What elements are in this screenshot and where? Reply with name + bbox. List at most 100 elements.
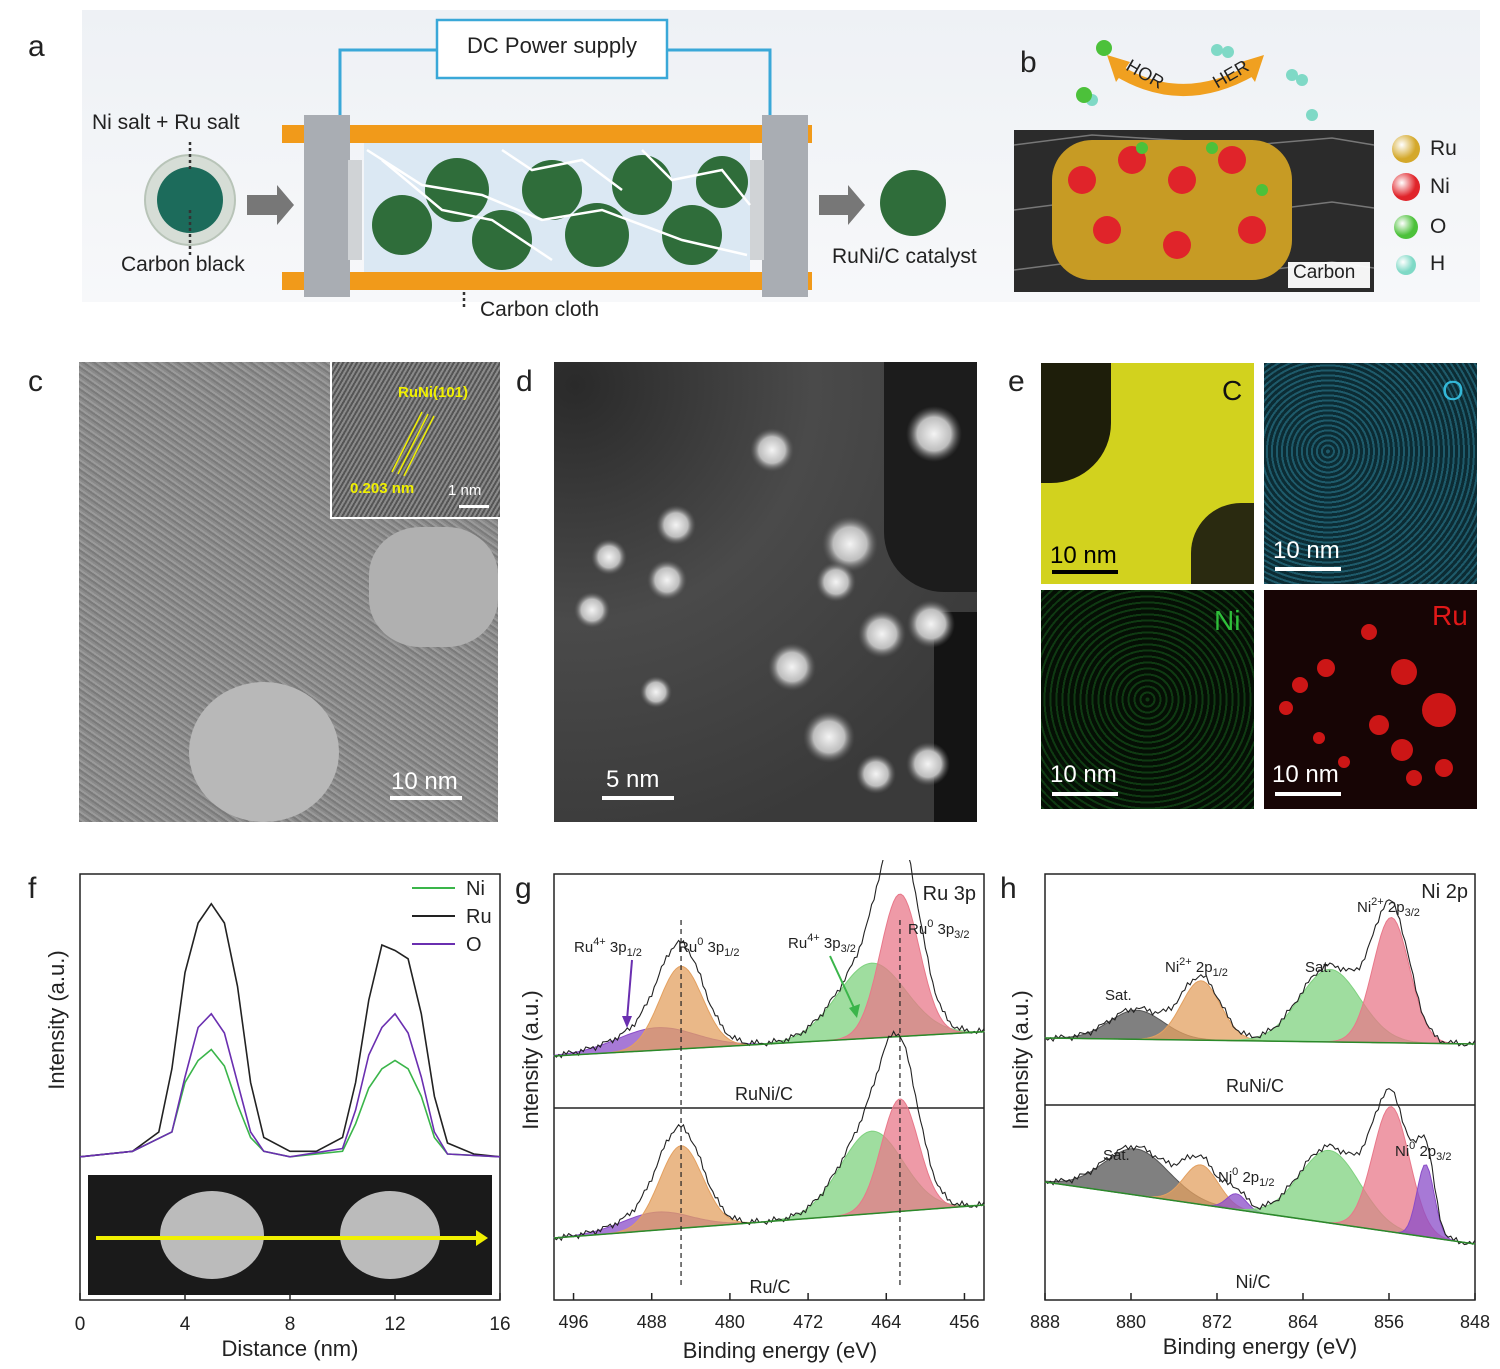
panel-b-model (1013, 40, 1375, 292)
x-tick-label: 864 (1288, 1312, 1318, 1332)
baseline-top (553, 1031, 985, 1057)
eds-ni-element: Ni (1214, 605, 1241, 636)
eds-map-c (1041, 363, 1254, 584)
precursor-label: Ni salt + Ru salt (92, 111, 240, 134)
x-tick-label: 880 (1116, 1312, 1146, 1332)
h-legend-ball (1396, 255, 1416, 275)
eds-ni-scale-label: 10 nm (1050, 761, 1117, 788)
hrtem-image (79, 362, 498, 822)
panel-label-c: c (28, 365, 43, 398)
h-ann-ni2-3half: Ni2+ 2p3/2 (1357, 896, 1420, 919)
x-tick-label: 856 (1374, 1312, 1404, 1332)
eds-map-ru (1264, 590, 1477, 809)
left-frame-inner (348, 160, 362, 260)
chart-h-ylabel: Intensity (a.u.) (1008, 990, 1033, 1129)
g-arrow-green (829, 955, 856, 1011)
power-supply-label: DC Power supply (467, 33, 637, 58)
panel-label-f: f (28, 872, 37, 905)
hor-her-arrow (1113, 64, 1255, 96)
g-arrow-purple (626, 959, 633, 1021)
panel-label-b: b (1020, 46, 1037, 79)
panel-c-scale-label: 10 nm (391, 768, 458, 795)
ru-legend-label: Ru (1430, 137, 1457, 160)
haadf-image (554, 362, 977, 822)
panel-a-schematic (144, 18, 946, 310)
top-plate (282, 125, 812, 143)
panel-label-e: e (1008, 365, 1025, 398)
eds-ru-scale-label: 10 nm (1272, 761, 1339, 788)
h-ann-sat-1: Sat. (1105, 987, 1132, 1004)
x-tick-label: 888 (1030, 1312, 1060, 1332)
h-ann-sat-2: Sat. (1305, 959, 1332, 976)
ru-legend-ball (1392, 135, 1420, 163)
g-ann-ru0-half: Ru0 3p1/2 (678, 936, 739, 959)
panel-label-h: h (1000, 872, 1017, 905)
legend-label-ni: Ni (466, 878, 485, 900)
chart-h-sample-bottom: Ni/C (1236, 1272, 1271, 1292)
eds-c-element: C (1222, 375, 1243, 406)
panel-label-g: g (515, 872, 532, 905)
panel-label-d: d (516, 365, 533, 398)
reactor-particles (372, 155, 748, 270)
legend-label-o: O (466, 934, 482, 956)
baseline-bottom (553, 1204, 985, 1239)
h-ann-ni2-half: Ni2+ 2p1/2 (1165, 956, 1228, 979)
chart-g-frame (553, 873, 985, 1301)
sparks (366, 148, 751, 262)
inset-scale-label: 1 nm (448, 482, 482, 499)
raw-spectrum-bottom (1044, 1087, 1476, 1246)
x-tick-label: 8 (285, 1314, 296, 1335)
baseline-top (1044, 1037, 1476, 1045)
eds-o-scale-bar (1275, 567, 1341, 571)
eds-o-element: O (1442, 375, 1464, 406)
ni-legend-label: Ni (1430, 175, 1450, 198)
support-label: Carbon black (121, 253, 245, 276)
x-tick-label: 496 (559, 1312, 589, 1332)
h-ann-sat-3: Sat. (1103, 1147, 1130, 1164)
carbon-black-core (157, 167, 223, 233)
peak-fit-bottom-3 (553, 1098, 985, 1239)
x-tick-label: 464 (871, 1312, 901, 1332)
x-tick-label: 4 (180, 1314, 191, 1335)
x-tick-label: 16 (489, 1314, 510, 1335)
inset-lattice-label: RuNi(101) (398, 384, 469, 401)
g-ann-ru4-3half: Ru4+ 3p3/2 (788, 932, 856, 955)
electrode-label: Carbon cloth (480, 298, 600, 321)
x-tick-label: 472 (793, 1312, 823, 1332)
h-ann-ni0-half: Ni0 2p1/2 (1218, 1166, 1274, 1189)
arrow-right-1 (247, 185, 294, 225)
chart-h-xlabel: Binding energy (eV) (1163, 1334, 1357, 1359)
hrtem-inset (330, 362, 500, 519)
power-supply-box (435, 18, 669, 80)
right-frame-inner (750, 160, 764, 260)
panel-d-scale-label: 5 nm (606, 766, 660, 793)
chart-f-ylabel: Intensity (a.u.) (44, 950, 69, 1089)
baseline-bottom (1044, 1181, 1476, 1245)
o-legend-label: O (1430, 215, 1447, 238)
right-frame (762, 115, 808, 297)
x-tick-label: 488 (637, 1312, 667, 1332)
chart-h-frame (1044, 873, 1476, 1301)
raw-spectrum-top (1044, 899, 1476, 1047)
x-tick-label: 12 (384, 1314, 405, 1335)
haadf-particles (574, 406, 962, 794)
x-tick-label: 456 (949, 1312, 979, 1332)
h-ann-ni0-3half: Ni0 2p3/2 (1395, 1140, 1451, 1163)
eds-ni-scale-bar (1052, 792, 1118, 796)
raw-spectrum-bottom (553, 1030, 985, 1242)
arrow-right-2 (819, 185, 865, 225)
chart-g-sample-top: RuNi/C (735, 1084, 793, 1104)
series-line-ru (79, 902, 501, 1158)
chart-g-title: Ru 3p (923, 883, 976, 905)
runi-particle (1052, 140, 1292, 280)
product-label: RuNi/C catalyst (832, 245, 977, 268)
bottom-plate (282, 272, 812, 290)
product-particle (880, 170, 946, 236)
chart-f: 0 4 8 12 16 Ni Ru O Distance (nm) Intensity (a… (44, 873, 511, 1361)
eds-c-scale-bar (1052, 570, 1118, 574)
eds-ru-scale-bar (1275, 792, 1341, 796)
inset-spacing-label: 0.203 nm (350, 480, 415, 497)
o-legend-ball (1394, 215, 1418, 239)
power-wire-right (667, 48, 772, 120)
g-ann-ru4-half: Ru4+ 3p1/2 (574, 936, 642, 959)
